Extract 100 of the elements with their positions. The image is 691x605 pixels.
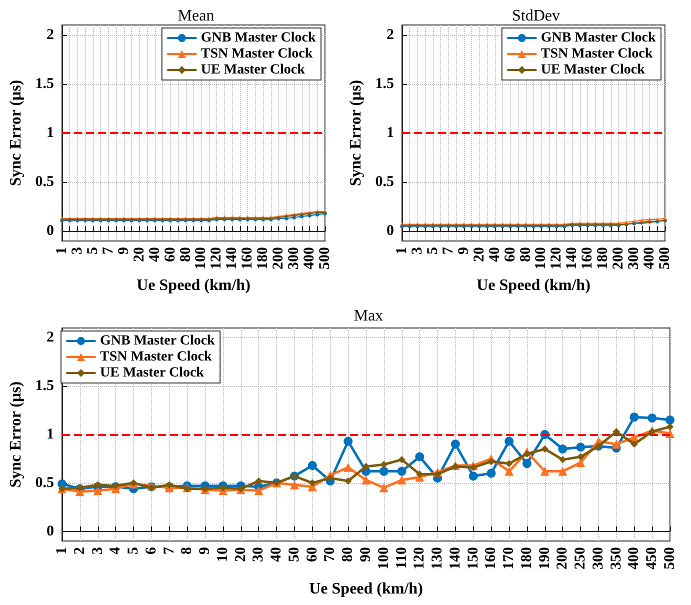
x-tick-label: 1 — [54, 247, 70, 254]
x-tick-label: 300 — [286, 247, 302, 270]
x-tick-label: 9 — [456, 247, 472, 254]
x-tick-label: 200 — [270, 247, 287, 270]
x-tick-label: 400 — [626, 547, 642, 570]
x-tick-label: 120 — [208, 247, 225, 270]
y-tick-label: 1.5 — [35, 378, 54, 394]
x-tick-label: 250 — [572, 547, 589, 570]
y-axis-title: Sync Error (μs) — [8, 381, 24, 488]
x-tick-label: 30 — [250, 547, 267, 562]
x-tick-label: 110 — [394, 547, 410, 569]
y-tick-label: 1 — [46, 426, 54, 442]
legend-label: GNB Master Clock — [200, 30, 316, 46]
x-tick-label: 2 — [72, 547, 88, 554]
x-tick-label: 80 — [178, 247, 194, 262]
x-tick-label: 60 — [502, 247, 518, 262]
x-tick-label: 80 — [340, 547, 356, 562]
x-tick-label: 130 — [430, 547, 446, 570]
chart-title: Mean — [178, 8, 214, 24]
x-tick-label: 160 — [240, 247, 256, 270]
y-axis-title: Sync Error (μs) — [8, 80, 24, 186]
legend-label: UE Master Clock — [100, 366, 204, 380]
x-tick-label: 50 — [286, 547, 302, 562]
x-tick-label: 7 — [161, 546, 178, 554]
x-tick-label: 20 — [471, 247, 488, 262]
x-tick-label: 4 — [108, 546, 124, 554]
x-tick-label: 400 — [302, 247, 318, 270]
y-tick-label: 2 — [46, 26, 54, 43]
y-tick-label: 0.5 — [35, 474, 54, 491]
x-tick-label: 120 — [548, 247, 565, 270]
x-tick-label: 400 — [642, 247, 658, 270]
x-axis-title: Ue Speed (km/h) — [136, 276, 250, 294]
x-tick-label: 180 — [595, 247, 612, 270]
x-tick-label: 1 — [54, 547, 70, 554]
legend-label: GNB Master Clock — [100, 334, 216, 348]
y-tick-label: 0.5 — [35, 174, 54, 190]
x-tick-label: 70 — [322, 547, 338, 562]
x-tick-label: 40 — [268, 547, 285, 562]
x-tick-label: 8 — [179, 547, 196, 554]
x-tick-label: 160 — [483, 547, 500, 570]
legend-label: TSN Master Clock — [200, 46, 313, 62]
x-tick-label: 20 — [131, 247, 148, 262]
x-tick-label: 350 — [608, 547, 624, 570]
x-tick-label: 120 — [412, 547, 428, 570]
y-tick-label: 1.5 — [375, 76, 394, 92]
x-tick-label: 20 — [232, 547, 249, 562]
x-tick-label: 100 — [533, 247, 550, 270]
x-tick-label: 1 — [394, 247, 410, 254]
x-tick-label: 450 — [644, 547, 660, 570]
x-tick-label: 140 — [224, 247, 240, 270]
legend-label: TSN Master Clock — [100, 350, 212, 364]
chart-title: StdDev — [512, 8, 560, 24]
legend-label: GNB Master Clock — [540, 30, 656, 46]
x-tick-label: 170 — [501, 547, 518, 570]
x-tick-label: 60 — [162, 247, 178, 262]
x-tick-label: 10 — [214, 547, 231, 562]
x-tick-label: 180 — [255, 247, 272, 270]
y-tick-label: 2 — [46, 330, 54, 346]
x-tick-label: 200 — [610, 247, 627, 270]
legend-label: UE Master Clock — [540, 62, 646, 78]
x-tick-label: 100 — [376, 547, 392, 570]
x-tick-label: 160 — [580, 247, 596, 270]
x-tick-label: 100 — [193, 247, 210, 270]
x-tick-label: 190 — [536, 547, 553, 570]
x-tick-label: 140 — [447, 547, 464, 570]
legend-label: TSN Master Clock — [540, 46, 653, 62]
x-tick-label: 500 — [317, 247, 333, 270]
x-tick-label: 9 — [116, 247, 132, 254]
chart-title: Max — [354, 308, 384, 324]
x-tick-label: 500 — [657, 247, 673, 270]
x-tick-label: 7 — [440, 246, 456, 254]
y-tick-label: 2 — [386, 26, 394, 43]
y-tick-label: 0 — [46, 223, 54, 240]
x-axis-title: Ue Speed (km/h) — [476, 276, 590, 294]
y-axis-title: Sync Error (μs) — [348, 80, 364, 186]
x-tick-label: 300 — [590, 547, 606, 570]
x-tick-label: 3 — [409, 247, 426, 254]
y-tick-label: 0 — [386, 223, 394, 240]
y-tick-label: 1 — [386, 125, 394, 141]
x-tick-label: 9 — [197, 547, 214, 554]
y-tick-label: 1.5 — [35, 76, 54, 92]
x-tick-label: 140 — [564, 247, 580, 270]
y-tick-label: 0.5 — [375, 174, 394, 190]
x-tick-label: 60 — [304, 547, 320, 562]
x-tick-label: 7 — [100, 246, 116, 254]
x-tick-label: 6 — [143, 546, 160, 554]
legend-label: UE Master Clock — [200, 62, 306, 78]
x-tick-label: 300 — [626, 247, 642, 270]
x-tick-label: 3 — [69, 247, 86, 254]
x-tick-label: 180 — [518, 547, 535, 570]
y-tick-label: 0 — [46, 523, 54, 540]
x-tick-label: 90 — [358, 547, 374, 562]
x-tick-label: 5 — [424, 247, 441, 254]
x-tick-label: 40 — [486, 247, 503, 262]
x-tick-label: 5 — [84, 247, 101, 254]
x-tick-label: 80 — [518, 247, 534, 262]
x-tick-label: 150 — [465, 547, 482, 570]
x-axis-title: Ue Speed (km/h) — [309, 580, 423, 598]
y-tick-label: 1 — [46, 125, 54, 141]
x-tick-label: 40 — [146, 247, 163, 262]
